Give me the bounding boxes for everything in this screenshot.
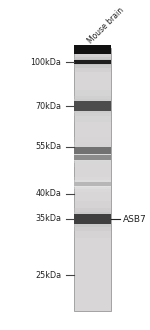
Text: Mouse brain: Mouse brain [86,5,126,45]
Bar [74,53,111,72]
Bar [74,101,111,111]
Bar [74,147,111,167]
Bar [74,214,111,224]
Bar [74,96,111,116]
Bar [74,155,111,160]
Text: 100kDa: 100kDa [30,58,61,67]
Bar [74,177,111,192]
Bar [74,100,111,113]
Bar [74,90,111,122]
Bar [74,153,111,161]
Text: 40kDa: 40kDa [35,189,61,198]
Text: 55kDa: 55kDa [35,142,61,151]
Bar [74,147,111,154]
Bar [74,145,111,155]
Bar [74,201,111,238]
Bar [74,137,111,163]
Bar [74,56,111,68]
Bar [74,48,111,311]
Text: 35kDa: 35kDa [35,214,61,223]
Bar [74,142,111,158]
Bar [74,182,111,187]
Bar [74,180,111,189]
Bar [74,60,111,64]
Bar [74,59,111,65]
Bar [74,208,111,231]
Bar [74,45,111,54]
Text: 70kDa: 70kDa [35,102,61,111]
Bar [74,212,111,227]
Bar [74,151,111,163]
Text: 25kDa: 25kDa [35,271,61,280]
Text: ASB7: ASB7 [123,215,146,224]
Bar [74,182,111,186]
